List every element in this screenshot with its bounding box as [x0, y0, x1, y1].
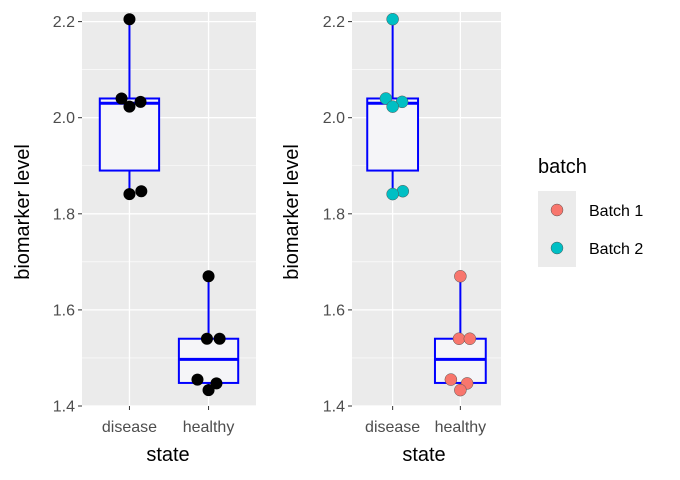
- panel-left-point-disease: [123, 100, 136, 113]
- panel-right: 1.4 1.6 1.8 2.0 2.2 disease healthy biomarker l…: [281, 12, 501, 466]
- panel-right-xlabel: state: [402, 444, 445, 466]
- panel-right-point-disease: [386, 12, 399, 26]
- panel-left-point-disease: [135, 185, 148, 198]
- legend-label-batch-1: Batch 1: [589, 203, 643, 220]
- legend-label-batch-2: Batch 2: [589, 241, 643, 258]
- panel-left-xlabel: state: [146, 444, 189, 466]
- panel-right-point-disease: [386, 187, 399, 201]
- legend-title: batch: [538, 156, 587, 178]
- panel-left-point-disease: [123, 188, 136, 201]
- panel-left-point-healthy: [202, 270, 215, 283]
- panel-left-point-disease: [123, 13, 136, 26]
- panel-right-point-healthy: [454, 383, 467, 397]
- panel-right-point-healthy: [452, 332, 466, 345]
- panel-right-ytick-label: 1.6: [323, 302, 345, 319]
- panel-left-ytick-label: 1.8: [53, 206, 75, 223]
- panel-left-ytick-label: 1.4: [53, 399, 75, 416]
- panel-left-point-disease: [115, 92, 128, 105]
- panel-left-point-healthy: [200, 332, 213, 345]
- panel-right-ytick-label: 2.0: [323, 110, 345, 127]
- panel-right-point-healthy: [454, 270, 467, 283]
- panel-right-ytick-label: 1.4: [323, 399, 345, 416]
- panel-right-point-healthy: [463, 332, 477, 345]
- panel-left-point-healthy: [213, 332, 226, 345]
- panel-right-ylabel: biomarker level: [281, 144, 303, 280]
- panel-left-point-healthy: [202, 384, 215, 397]
- panel-right-ytick-label: 1.8: [323, 206, 345, 223]
- panel-left-point-healthy: [191, 373, 204, 386]
- panel-left-ylabel: biomarker level: [12, 144, 34, 280]
- panel-right-point-healthy: [444, 373, 458, 386]
- panel-left-point-disease: [134, 95, 147, 108]
- panel-left-xtick-label-disease: disease: [102, 419, 157, 436]
- legend-dot-batch-1: [550, 203, 564, 217]
- panel-right-xtick-label-healthy: healthy: [435, 419, 487, 436]
- panel-right-ytick-label: 2.2: [323, 14, 345, 31]
- legend-dot-batch-2: [550, 241, 564, 255]
- panel-left: 1.4 1.6 1.8 2.0 2.2 disease healthy biomarker l…: [12, 12, 256, 466]
- panel-right-xtick-label-disease: disease: [365, 419, 420, 436]
- panel-right-point-disease: [379, 92, 393, 105]
- panel-left-ytick-label: 1.6: [53, 302, 75, 319]
- panel-left-ytick-label: 2.0: [53, 110, 75, 127]
- panel-left-point-healthy: [210, 377, 223, 390]
- panel-left-ytick-label: 2.2: [53, 14, 75, 31]
- legend: batch Batch 1 Batch 2: [538, 156, 643, 267]
- panel-right-point-disease: [386, 100, 399, 113]
- panel-left-xtick-label-healthy: healthy: [183, 419, 235, 436]
